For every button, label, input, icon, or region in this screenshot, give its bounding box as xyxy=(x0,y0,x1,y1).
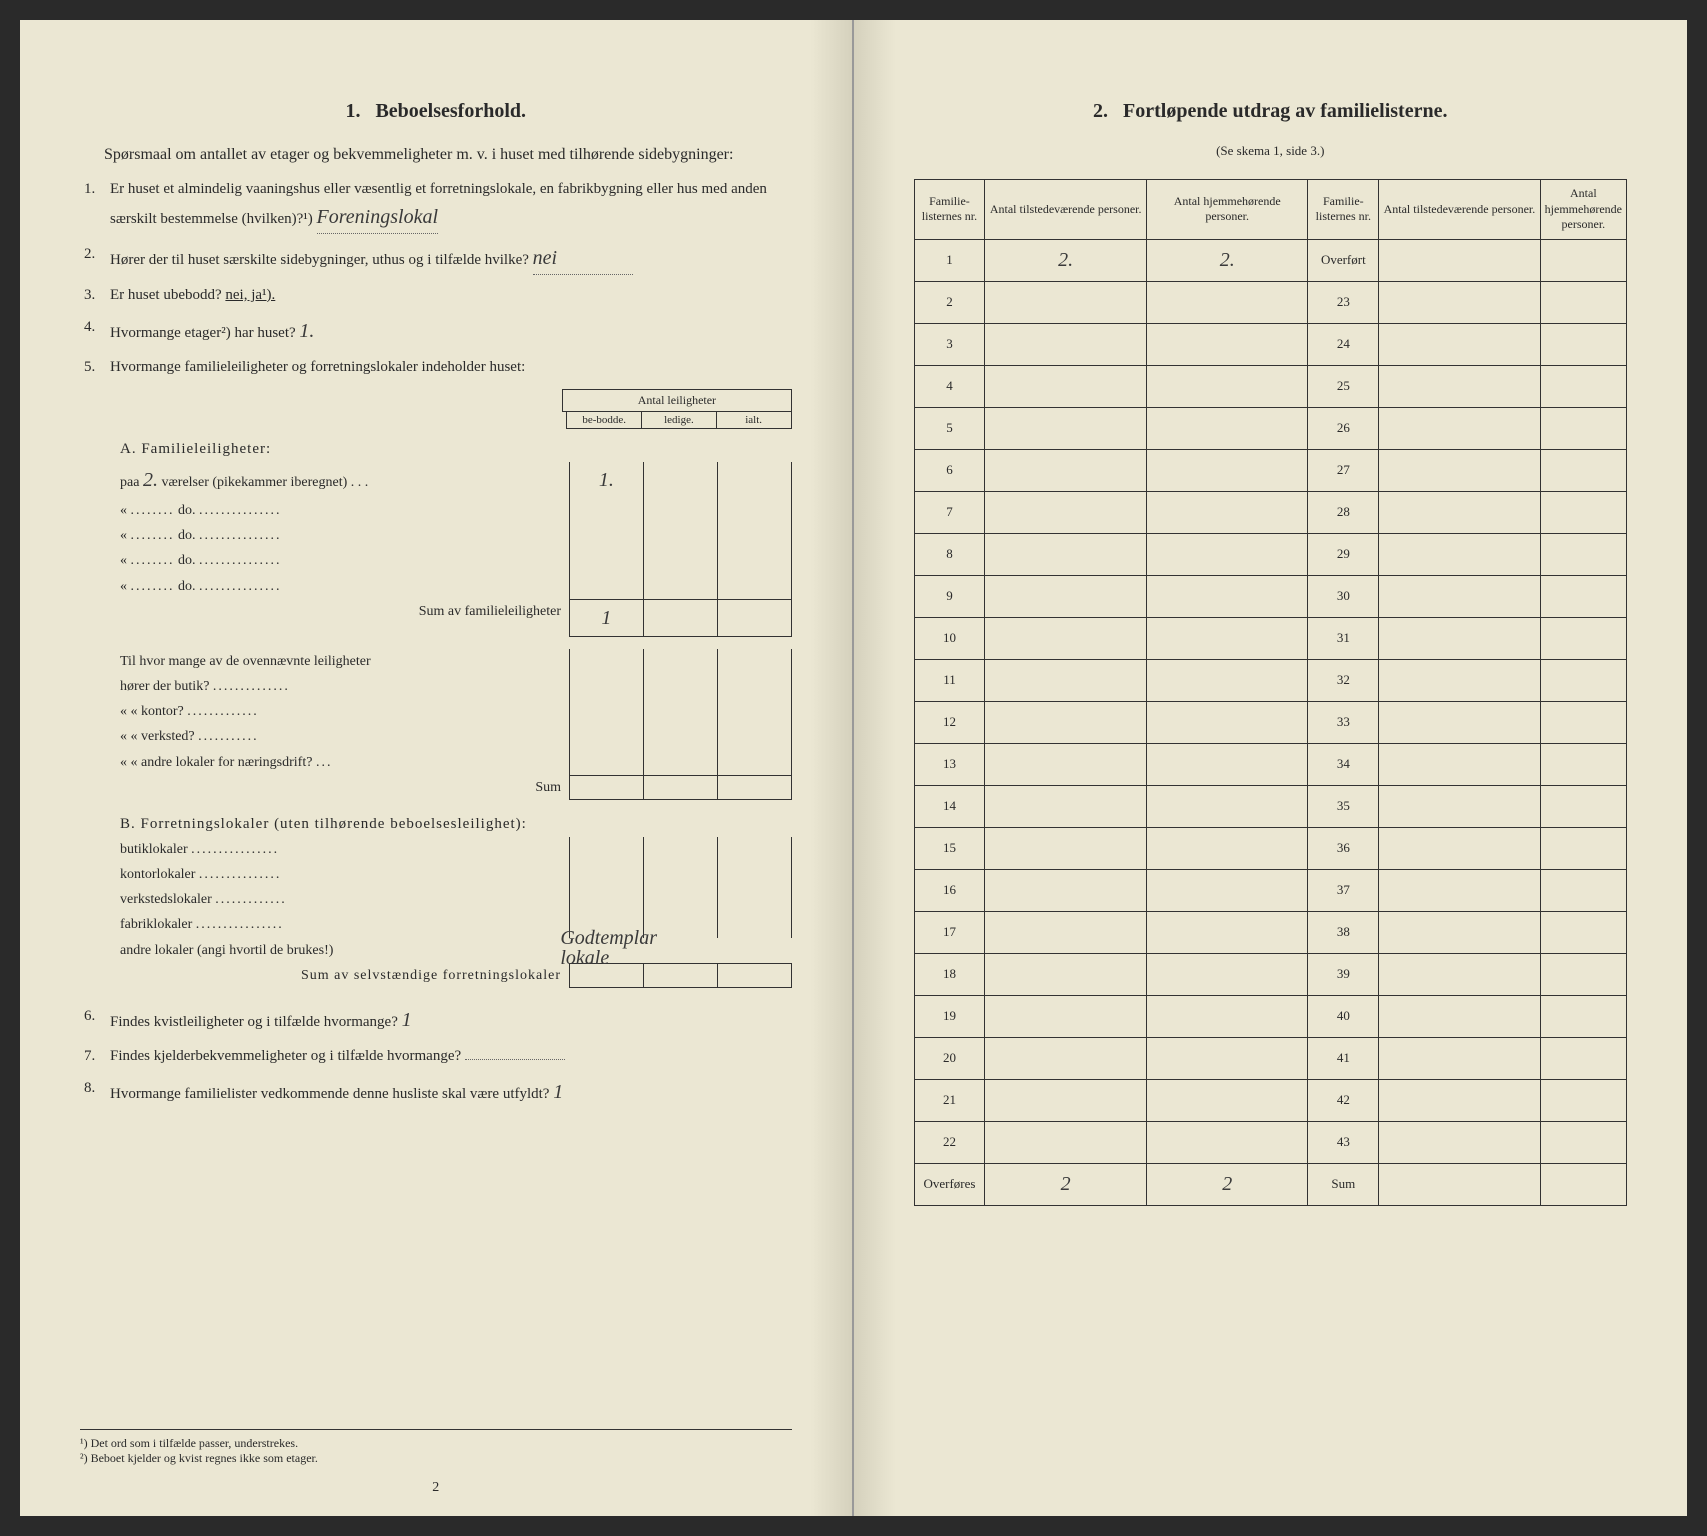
table-row: 1738 xyxy=(914,911,1627,953)
table-row: 1536 xyxy=(914,827,1627,869)
section-b-title: B. Forretningslokaler (uten tilhørende b… xyxy=(120,816,792,833)
left-section-title: 1. Beboelsesforhold. xyxy=(80,100,792,123)
table-row: 1132 xyxy=(914,659,1627,701)
table-row: 1334 xyxy=(914,743,1627,785)
table-row: 1031 xyxy=(914,617,1627,659)
footnotes: ¹) Det ord som i tilfælde passer, unders… xyxy=(80,1429,792,1466)
table-row: 930 xyxy=(914,575,1627,617)
question-4: 4. Hvormange etager²) har huset? 1. xyxy=(110,315,792,347)
table-row: 12.2.Overført xyxy=(914,239,1627,281)
table-row: 1940 xyxy=(914,995,1627,1037)
question-list: 1. Er huset et almindelig vaaningshus el… xyxy=(80,177,792,379)
question-6: 6. Findes kvistleiligheter og i tilfælde… xyxy=(110,1004,792,1036)
table-row: 223 xyxy=(914,281,1627,323)
table-row: 627 xyxy=(914,449,1627,491)
question-2: 2. Hører der til huset særskilte sidebyg… xyxy=(110,242,792,275)
answer-4: 1. xyxy=(299,320,314,342)
question-1: 1. Er huset et almindelig vaaningshus el… xyxy=(110,177,792,234)
table-row: paa 2. værelser (pikekammer iberegnet) .… xyxy=(120,462,792,498)
table-row: 1637 xyxy=(914,869,1627,911)
question-8: 8. Hvormange familielister vedkommende d… xyxy=(110,1076,792,1108)
table-row: 1435 xyxy=(914,785,1627,827)
table-row: 728 xyxy=(914,491,1627,533)
question-5: 5. Hvormange familieleiligheter og forre… xyxy=(110,355,792,379)
table-row: 425 xyxy=(914,365,1627,407)
table-row: 829 xyxy=(914,533,1627,575)
table-row: 1233 xyxy=(914,701,1627,743)
right-section-title: 2. Fortløpende utdrag av familielisterne… xyxy=(914,100,1628,123)
question-3: 3. Er huset ubebodd? nei, ja¹). xyxy=(110,283,792,307)
answer-1: Foreningslokal xyxy=(317,201,438,234)
table-row: 2041 xyxy=(914,1037,1627,1079)
question-7: 7. Findes kjelderbekvemmeligheter og i t… xyxy=(110,1044,792,1068)
table-row: 2142 xyxy=(914,1079,1627,1121)
table-row: « ........ do. ............... xyxy=(120,498,792,523)
book-spread: 1. Beboelsesforhold. Spørsmaal om antall… xyxy=(20,20,1687,1516)
table-row: 324 xyxy=(914,323,1627,365)
handwritten-b: Godtemplar lokale xyxy=(560,928,657,968)
answer-3: nei, ja¹). xyxy=(225,287,275,303)
table-row: 2243 xyxy=(914,1121,1627,1163)
section-a-title: A. Familieleiligheter: xyxy=(120,441,792,458)
table-row: « ........ do. ............... xyxy=(120,574,792,599)
leiligheter-table: Antal leiligheter be-bodde. ledige. ialt… xyxy=(120,389,792,988)
sum-row: Sum av familieleiligheter 1 xyxy=(120,599,792,637)
family-table: Familie-listernes nr. Antal tilstedevære… xyxy=(914,179,1628,1206)
table-footer-row: Overføres 2 2 Sum xyxy=(914,1163,1627,1205)
intro-text: Spørsmaal om antallet av etager og bekve… xyxy=(80,143,792,167)
left-page: 1. Beboelsesforhold. Spørsmaal om antall… xyxy=(20,20,854,1516)
answer-2: nei xyxy=(533,242,633,275)
page-number-left: 2 xyxy=(432,1480,439,1496)
table-row: 1839 xyxy=(914,953,1627,995)
right-subtitle: (Se skema 1, side 3.) xyxy=(914,143,1628,159)
table-row: « ........ do. ............... xyxy=(120,523,792,548)
table-row: 526 xyxy=(914,407,1627,449)
table-row: « ........ do. ............... xyxy=(120,548,792,573)
right-page: 2. Fortløpende utdrag av familielisterne… xyxy=(854,20,1688,1516)
